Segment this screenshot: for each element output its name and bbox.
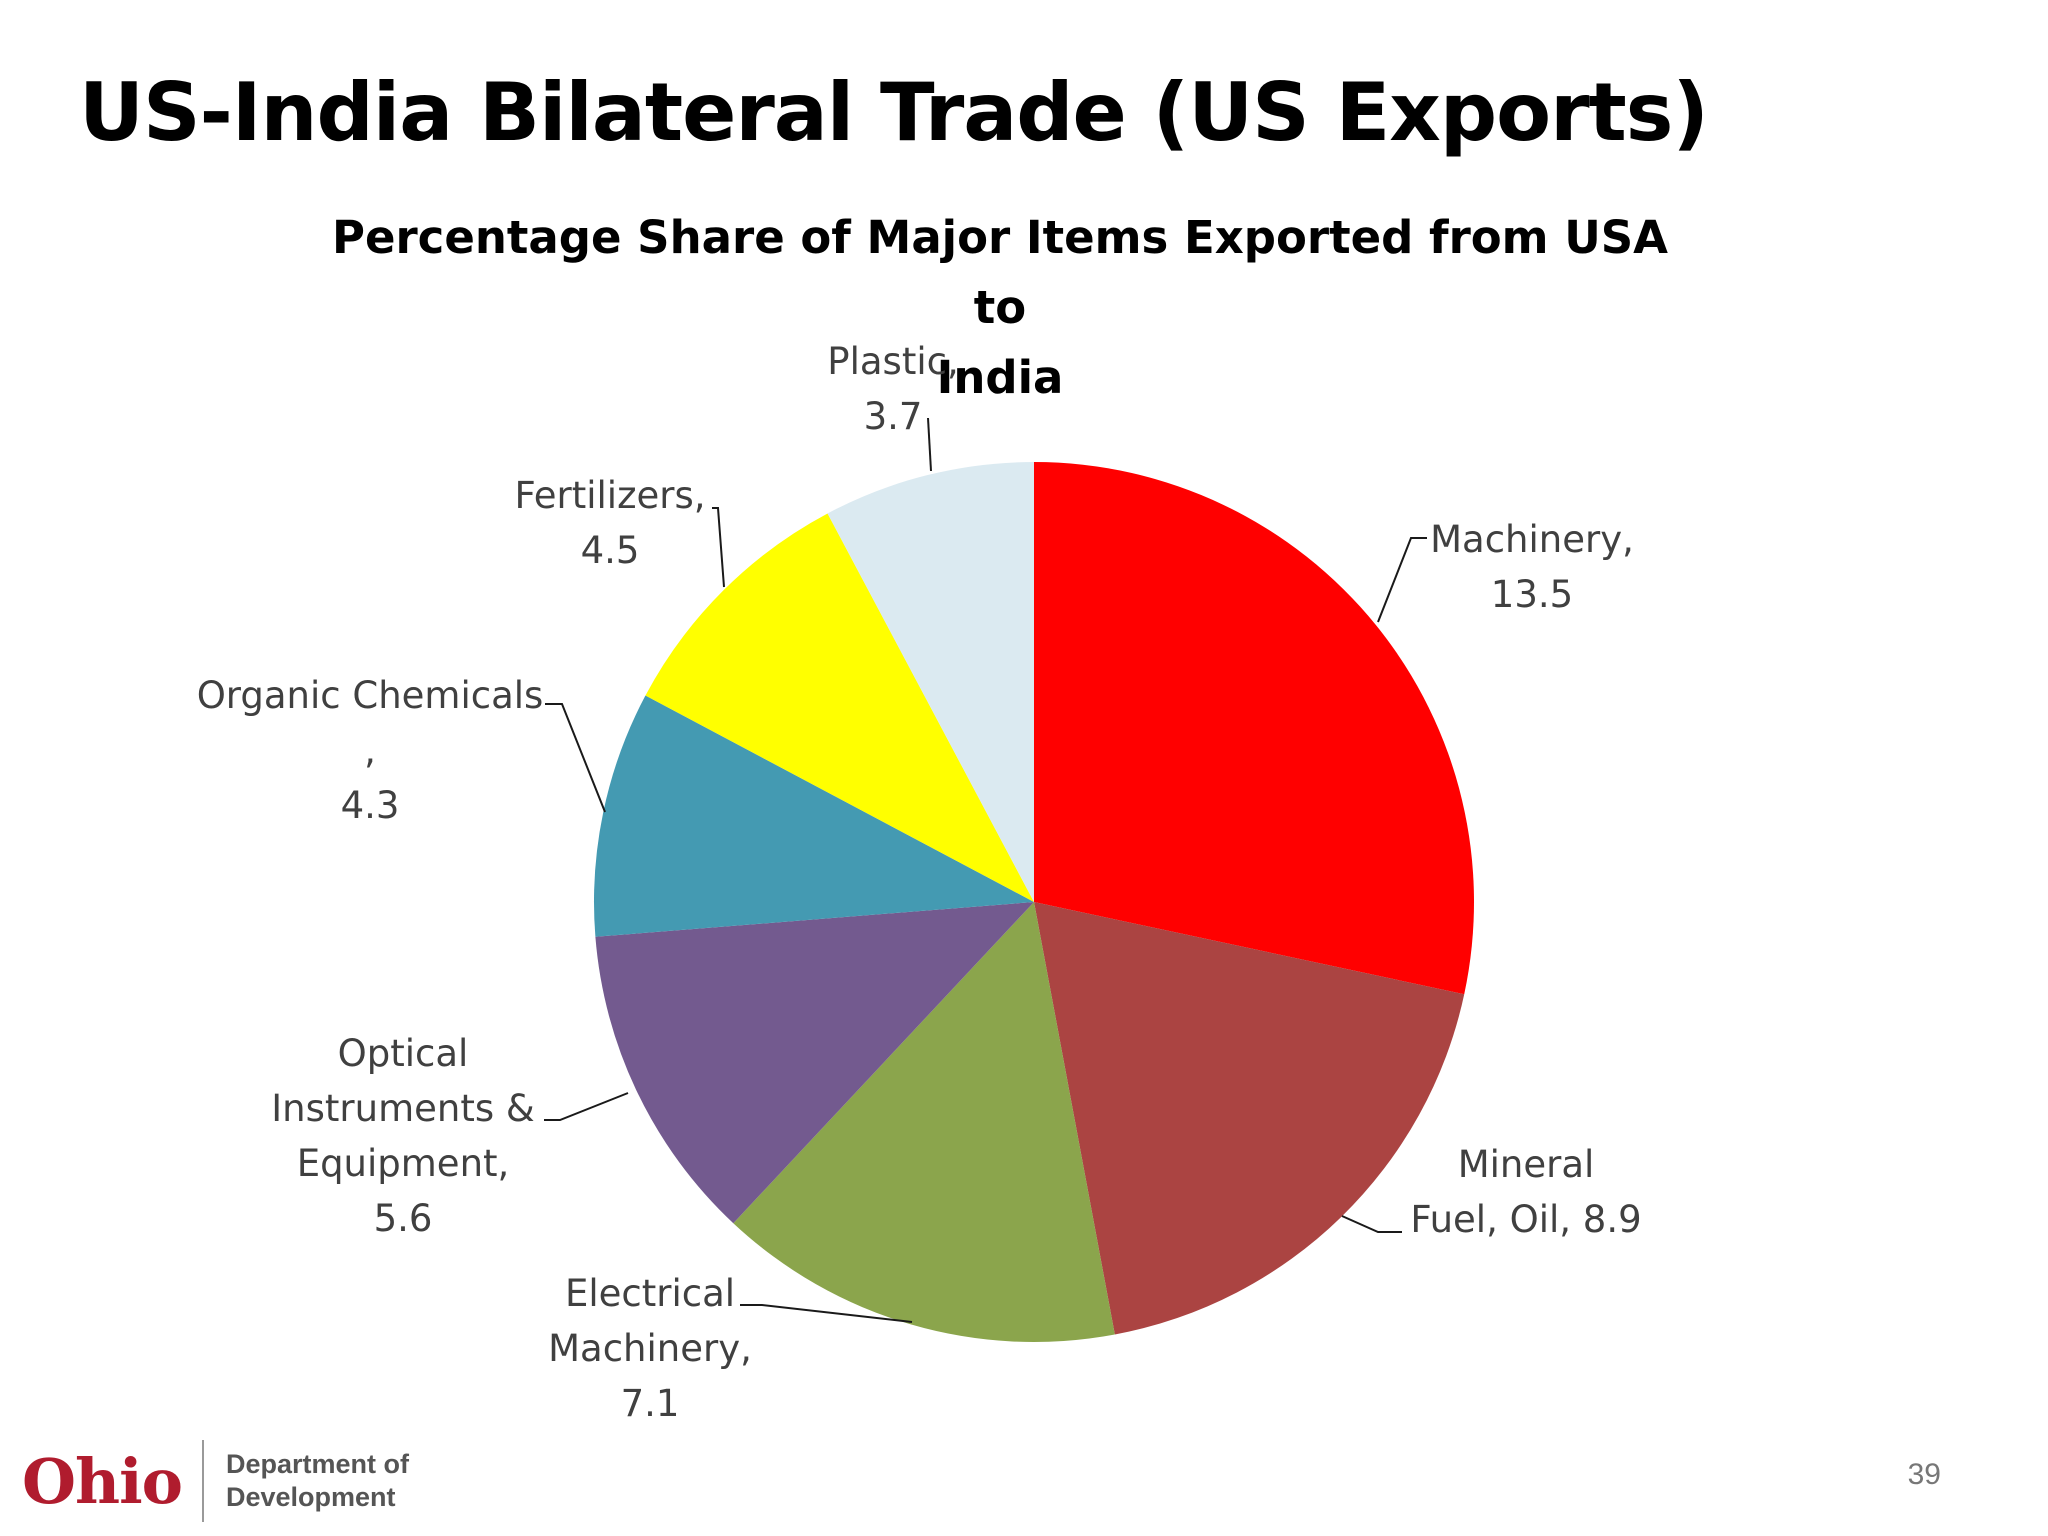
data-label-2: Mineral Fuel, Oil, 8.9 bbox=[1410, 1143, 1641, 1241]
pie-slice-optical-instruments-equipment bbox=[595, 902, 1034, 1224]
data-label-1: Machinery, 13.5 bbox=[1430, 518, 1634, 616]
leader-lines bbox=[544, 417, 1427, 1323]
data-label-line: Electrical bbox=[565, 1272, 735, 1315]
data-label-7: Plastic, 3.7 bbox=[827, 340, 958, 438]
chart-title: Percentage Share of Major Items Exported… bbox=[300, 203, 1700, 413]
data-label-4: Optical Instruments & Equipment, 5.6 bbox=[271, 1032, 534, 1240]
leader-line-5 bbox=[545, 703, 606, 813]
data-label-line: Instruments & bbox=[271, 1087, 534, 1130]
data-label-line: , bbox=[364, 729, 376, 772]
data-label-line: 5.6 bbox=[374, 1197, 433, 1240]
pie-slice-fertilizers bbox=[645, 513, 1034, 902]
data-label-line: Organic Chemicals bbox=[197, 674, 544, 717]
data-label-line: Fuel, Oil, 8.9 bbox=[1410, 1198, 1641, 1241]
logo-org-line-2: Development bbox=[226, 1482, 396, 1512]
leader-line-2 bbox=[1341, 1215, 1402, 1233]
data-label-line: Mineral bbox=[1458, 1143, 1595, 1186]
logo-divider bbox=[202, 1440, 204, 1522]
data-label-line: Machinery, bbox=[548, 1327, 752, 1370]
data-label-line: Optical bbox=[338, 1032, 469, 1075]
leader-line-1 bbox=[1377, 537, 1427, 623]
data-label-line: Equipment, bbox=[297, 1142, 510, 1185]
logo-org-name: Department of Development bbox=[226, 1448, 409, 1514]
logo-org-line-1: Department of bbox=[226, 1449, 410, 1479]
pie-slices bbox=[594, 462, 1474, 1342]
data-label-line: Plastic, bbox=[827, 340, 958, 383]
leader-line-6 bbox=[712, 507, 725, 588]
leader-line-7 bbox=[927, 417, 932, 472]
data-label-line: Machinery, bbox=[1430, 518, 1634, 561]
chart-title-line-1: Percentage Share of Major Items Exported… bbox=[331, 211, 1669, 334]
logo-wordmark: Ohio bbox=[22, 1444, 183, 1518]
ohio-development-logo: Ohio Department of Development bbox=[22, 1438, 409, 1524]
chart-title-line-2: India bbox=[936, 351, 1064, 404]
leader-line-4 bbox=[544, 1092, 629, 1121]
data-label-line: Fertilizers, bbox=[514, 474, 705, 517]
page-number: 39 bbox=[1907, 1458, 1941, 1491]
slide-title: US-India Bilateral Trade (US Exports) bbox=[79, 66, 1709, 159]
data-label-5: Organic Chemicals, 4.3 bbox=[197, 674, 544, 827]
data-label-6: Fertilizers, 4.5 bbox=[514, 474, 705, 572]
slice-labels: Machinery, 13.5 Mineral Fuel, Oil, 8.9 Elect… bbox=[197, 340, 1642, 1425]
data-label-line: 4.5 bbox=[581, 529, 640, 572]
pie-slice-machinery bbox=[1034, 462, 1474, 995]
pie-slice-electrical-machinery bbox=[733, 902, 1115, 1342]
data-label-line: 4.3 bbox=[341, 784, 400, 827]
pie-slice-mineral-fuel-oil bbox=[1034, 902, 1465, 1335]
data-label-3: Electrical Machinery, 7.1 bbox=[548, 1272, 752, 1425]
data-label-line: 7.1 bbox=[621, 1382, 680, 1425]
leader-line-3 bbox=[740, 1304, 913, 1323]
pie-slice-organic-chemicals bbox=[594, 695, 1034, 937]
data-label-line: 13.5 bbox=[1491, 573, 1573, 616]
data-label-line: 3.7 bbox=[864, 395, 923, 438]
pie-slice-plastic bbox=[827, 462, 1034, 902]
